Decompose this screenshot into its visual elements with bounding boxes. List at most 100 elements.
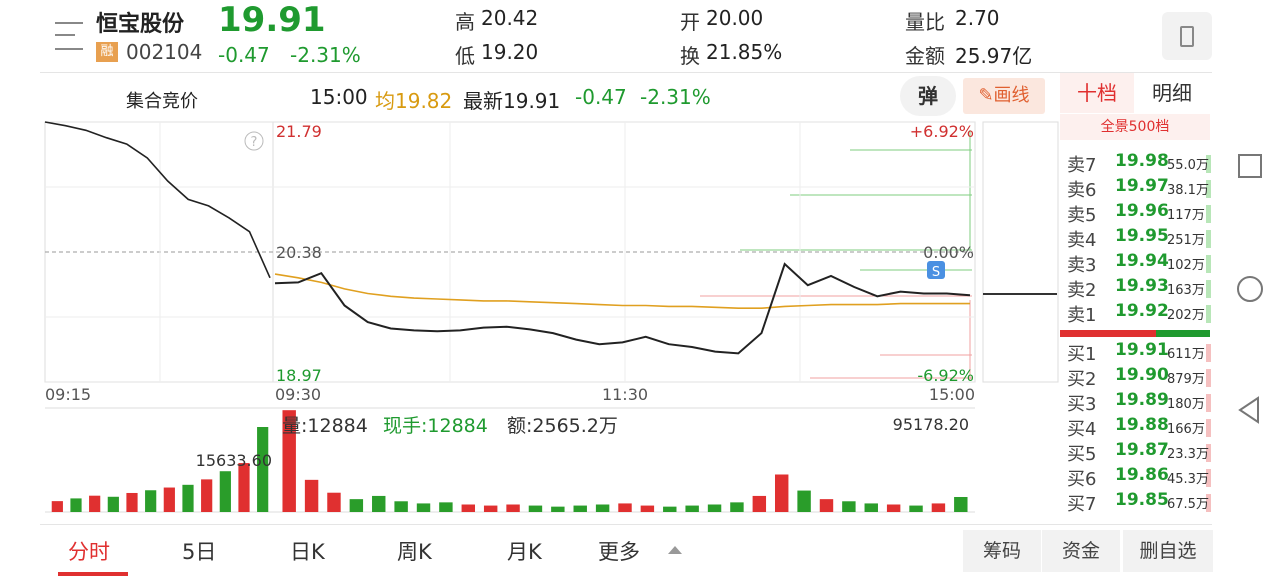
stat-value: 20.00 [706, 6, 764, 30]
volume-bar [182, 484, 194, 512]
level-label: 卖5 [1067, 205, 1097, 226]
depth-bars [740, 130, 972, 271]
level-volume: 879万 [1167, 372, 1205, 387]
depth-bars [700, 295, 972, 380]
bottom-button[interactable]: 删自选 [1123, 530, 1213, 572]
level-price: 19.96 [1115, 201, 1169, 221]
stat-value: 2.70 [955, 6, 1000, 30]
draw-label: 画线 [993, 85, 1030, 106]
volume-bar [595, 504, 610, 512]
volume-top-label: 95178.20 [893, 415, 969, 434]
volume-bar [663, 506, 677, 512]
volume-bar [774, 474, 789, 512]
depth-bar [1206, 394, 1211, 412]
level-volume: 67.5万 [1167, 497, 1209, 512]
volume-bar [282, 410, 296, 512]
volume-info: 额:2565.2万 [507, 415, 618, 437]
bottom-button[interactable]: 筹码 [963, 530, 1041, 572]
level-price: 19.95 [1115, 226, 1169, 246]
more-arrow[interactable] [668, 546, 682, 554]
volume-bar [931, 503, 946, 512]
volume-bar [640, 505, 655, 512]
depth-bar [1206, 369, 1211, 387]
volume-bar [439, 502, 453, 512]
tab-detail[interactable]: 明细 [1152, 81, 1192, 105]
stat-label: 开 [680, 10, 700, 34]
stock-code: 002104 [126, 40, 203, 64]
volume-bar [163, 487, 175, 512]
help-icon[interactable] [244, 131, 264, 151]
change: -0.47 [218, 43, 270, 67]
level-price: 19.87 [1115, 440, 1169, 460]
volume-bar [707, 504, 722, 512]
depth-bar [1206, 255, 1211, 273]
volume-bar [842, 501, 856, 512]
level-volume: 163万 [1167, 283, 1205, 298]
bottom-button[interactable]: 资金 [1042, 530, 1120, 572]
help-icon[interactable]: ? [251, 135, 258, 150]
level-price: 19.90 [1115, 365, 1169, 385]
pct-tick-label: 0.00% [923, 243, 974, 262]
volume-bar [886, 504, 901, 512]
volume-bar [89, 495, 101, 512]
depth-bar [1206, 419, 1211, 437]
volume-bar [864, 503, 878, 512]
change: -0.47 [575, 85, 627, 109]
stat-value: 25.97亿 [955, 44, 1033, 68]
stat-value: 21.85% [706, 40, 783, 64]
y-tick-label: 20.38 [276, 243, 322, 262]
volume-bar [730, 502, 744, 512]
depth-bar [1206, 494, 1211, 512]
volume-info: 现手:12884 [383, 415, 488, 437]
stat-label: 低 [455, 44, 475, 68]
volume-bar [528, 505, 543, 512]
level-volume: 611万 [1167, 347, 1205, 362]
depth-bar [1206, 305, 1211, 323]
menu-icon[interactable] [55, 22, 83, 50]
bottom-tab[interactable]: 5日 [182, 540, 217, 564]
stat-label: 换 [680, 44, 700, 68]
s-marker[interactable] [927, 261, 945, 279]
volume-bar [954, 496, 968, 512]
bottom-tab[interactable]: 周K [397, 540, 432, 564]
level-price: 19.92 [1115, 301, 1169, 321]
s-marker[interactable]: S [932, 265, 940, 280]
level-label: 买5 [1067, 444, 1097, 465]
depth-bar [1206, 180, 1211, 198]
volume-bar [70, 498, 82, 512]
x-tick-label: 09:15 [45, 385, 91, 404]
volume-info: 量:12884 [282, 415, 368, 437]
level-price: 19.85 [1115, 490, 1169, 510]
separator [40, 524, 1212, 525]
level-price: 19.98 [1115, 151, 1169, 171]
nav-back[interactable] [1236, 396, 1262, 424]
volume-bar [394, 501, 408, 512]
volume-bar [752, 495, 767, 512]
bottom-tab[interactable]: 日K [290, 540, 325, 564]
volume-bar [819, 499, 834, 512]
draw-button[interactable]: ✎画线 [963, 78, 1045, 114]
bottom-tab[interactable]: 月K [507, 540, 542, 564]
stock-name: 恒宝股份 [96, 12, 185, 37]
level-label: 买7 [1067, 494, 1097, 515]
level-volume: 38.1万 [1167, 183, 1209, 198]
tab-indicator [58, 572, 128, 576]
volume-bar [219, 471, 231, 512]
device-button[interactable] [1162, 12, 1212, 60]
panorama[interactable]: 全景500档 [1060, 114, 1210, 140]
pct-tick-label: -6.92% [917, 366, 974, 385]
level-volume: 251万 [1167, 233, 1205, 248]
bottom-tab[interactable]: 更多 [598, 540, 640, 564]
nav-home[interactable] [1237, 276, 1263, 302]
nav-recent[interactable] [1238, 154, 1262, 178]
time: 15:00 [310, 85, 368, 109]
volume-bar [145, 490, 157, 512]
level-label: 卖4 [1067, 230, 1097, 251]
pop-button[interactable]: 弹 [900, 76, 956, 116]
auction-label: 集合竞价 [126, 91, 198, 112]
bottom-tab[interactable]: 分时 [68, 540, 110, 564]
volume-bar [461, 504, 476, 512]
tab-depth[interactable]: 十档 [1060, 73, 1134, 113]
volume-bar [506, 504, 520, 512]
